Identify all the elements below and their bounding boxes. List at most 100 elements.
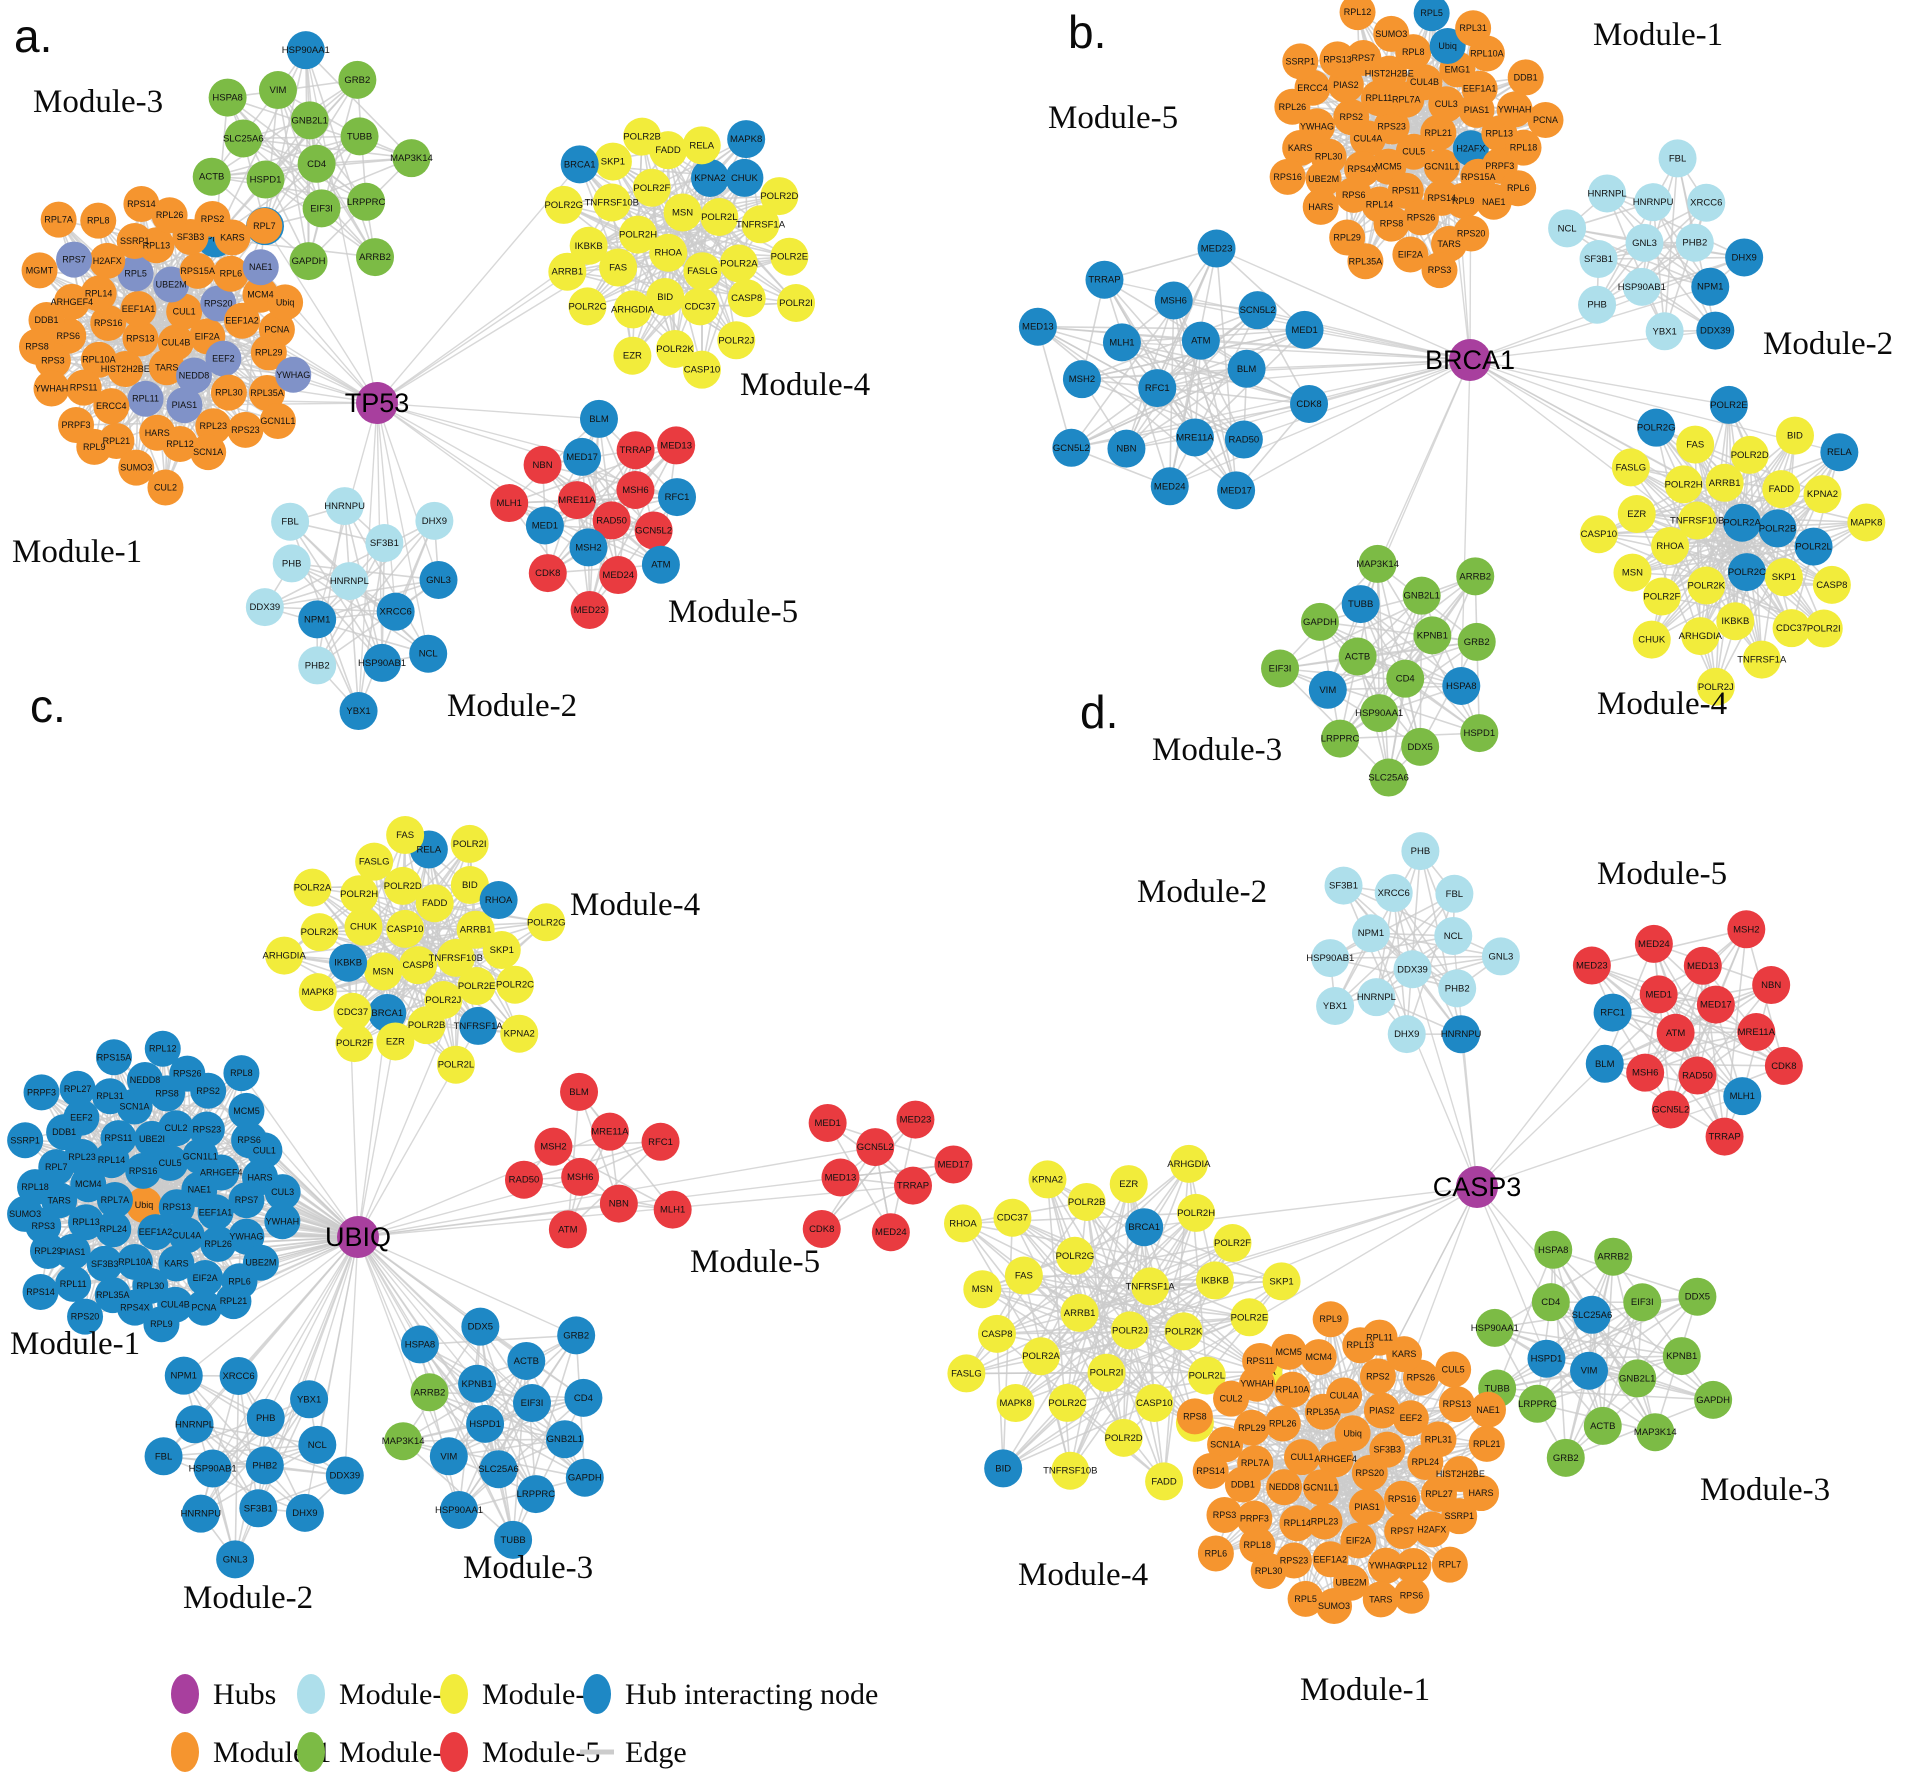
node-ACTB[interactable] <box>192 157 231 196</box>
node-EIF2A[interactable] <box>1340 1522 1377 1559</box>
node-GNB2L1[interactable] <box>290 101 329 140</box>
node-SKP1[interactable] <box>1262 1262 1301 1301</box>
node-POLR2F[interactable] <box>632 168 671 207</box>
node-NCL[interactable] <box>409 634 448 673</box>
node-DHX9[interactable] <box>415 501 454 540</box>
node-GNB2L1[interactable] <box>1618 1359 1657 1398</box>
node-HNRNPL[interactable] <box>1357 978 1396 1017</box>
node-FAS[interactable] <box>1004 1256 1043 1295</box>
node-MED13[interactable] <box>657 426 696 465</box>
node-RPL6[interactable] <box>1197 1535 1234 1572</box>
node-RPL30[interactable] <box>1250 1553 1287 1590</box>
node-MED1[interactable] <box>1285 310 1324 349</box>
node-XRCC6[interactable] <box>219 1356 258 1395</box>
node-POLR2F[interactable] <box>1213 1224 1252 1263</box>
node-RPL9[interactable] <box>1312 1301 1349 1338</box>
node-POLR2G[interactable] <box>1637 408 1676 447</box>
node-VIM[interactable] <box>429 1437 468 1476</box>
node-SCN1A[interactable] <box>190 434 227 471</box>
node-PCNA[interactable] <box>258 311 295 348</box>
node-BRCA1[interactable] <box>560 145 599 184</box>
node-RHOA[interactable] <box>649 233 688 272</box>
node-MCM5[interactable] <box>228 1092 265 1129</box>
node-RPL21[interactable] <box>1420 114 1457 151</box>
node-RPL6[interactable] <box>1500 170 1537 207</box>
node-HNRNPU[interactable] <box>325 487 364 526</box>
node-TUBB[interactable] <box>340 117 379 156</box>
node-CUL3[interactable] <box>1428 86 1465 123</box>
node-POLR2I[interactable] <box>777 284 816 323</box>
node-HNRNPU[interactable] <box>1634 183 1673 222</box>
node-TRRAP[interactable] <box>616 431 655 470</box>
node-FBL[interactable] <box>1435 874 1474 913</box>
node-RPS15A[interactable] <box>95 1039 132 1076</box>
node-DDX39[interactable] <box>325 1456 364 1495</box>
node-POLR2B[interactable] <box>623 117 662 156</box>
node-GRB2[interactable] <box>1457 622 1496 661</box>
node-GNL3[interactable] <box>419 560 458 599</box>
node-H2AFX[interactable] <box>89 242 126 279</box>
node-RPL11[interactable] <box>127 380 164 417</box>
node-SSRP1[interactable] <box>7 1122 44 1159</box>
node-RPL12[interactable] <box>162 426 199 463</box>
node-CUL1[interactable] <box>246 1132 283 1169</box>
node-MRE11A[interactable] <box>557 481 596 520</box>
node-RELA[interactable] <box>1820 433 1859 472</box>
node-NCL[interactable] <box>1434 916 1473 955</box>
node-MAP3K14[interactable] <box>1358 544 1397 583</box>
node-CUL2[interactable] <box>158 1110 195 1147</box>
node-RPL26[interactable] <box>1264 1405 1301 1442</box>
node-RPS2[interactable] <box>1359 1358 1396 1395</box>
node-RPL35A[interactable] <box>249 375 286 412</box>
node-HNRNPL[interactable] <box>330 562 369 601</box>
node-FASLG[interactable] <box>947 1354 986 1393</box>
node-SF3B1[interactable] <box>239 1489 278 1528</box>
node-BLM[interactable] <box>1585 1044 1624 1083</box>
node-LRPPRC[interactable] <box>516 1475 555 1514</box>
node-RPS26[interactable] <box>1402 199 1439 236</box>
node-TNFRSF10B[interactable] <box>1051 1451 1090 1490</box>
node-TUBB[interactable] <box>1341 585 1380 624</box>
node-NPM1[interactable] <box>164 1356 203 1395</box>
node-RPS16[interactable] <box>90 304 127 341</box>
node-RPL7A[interactable] <box>96 1182 133 1219</box>
node-YWHAG[interactable] <box>275 356 312 393</box>
node-RPS14[interactable] <box>123 185 160 222</box>
node-RPL9[interactable] <box>1445 182 1482 219</box>
node-GNB2L1[interactable] <box>545 1420 584 1459</box>
node-CUL5[interactable] <box>1435 1351 1472 1388</box>
node-ARHGDIA[interactable] <box>1169 1144 1208 1183</box>
node-GNL3[interactable] <box>1481 937 1520 976</box>
node-POLR2C[interactable] <box>1727 553 1766 592</box>
node-TNFRSF10B[interactable] <box>592 183 631 222</box>
node-NBN[interactable] <box>599 1184 638 1223</box>
node-RPS2[interactable] <box>194 200 231 237</box>
node-SUMO3[interactable] <box>1316 1587 1353 1624</box>
node-RPL12[interactable] <box>1395 1547 1432 1584</box>
node-CUL4A[interactable] <box>168 1217 205 1254</box>
node-BID[interactable] <box>646 277 685 316</box>
node-IKBKB[interactable] <box>569 226 608 265</box>
node-MED23[interactable] <box>896 1100 935 1139</box>
node-GCN5L2[interactable] <box>1651 1090 1690 1129</box>
node-ARRB2[interactable] <box>1594 1237 1633 1276</box>
node-POLR2H[interactable] <box>619 215 658 254</box>
node-GRB2[interactable] <box>557 1316 596 1355</box>
node-MCM4[interactable] <box>1300 1339 1337 1376</box>
node-RPL23[interactable] <box>1306 1503 1343 1540</box>
node-RPL9[interactable] <box>76 428 113 465</box>
node-RPS11[interactable] <box>100 1120 137 1157</box>
node-POLR2G[interactable] <box>527 903 566 942</box>
node-MSN[interactable] <box>963 1270 1002 1309</box>
node-POLR2K[interactable] <box>300 913 339 952</box>
node-MAPK8[interactable] <box>1847 503 1886 542</box>
node-RPL14[interactable] <box>1279 1505 1316 1542</box>
node-PIAS1[interactable] <box>1349 1488 1386 1525</box>
node-GCN5L2[interactable] <box>1052 428 1091 467</box>
node-DDX5[interactable] <box>1401 727 1440 766</box>
node-RPL12[interactable] <box>144 1030 181 1067</box>
node-POLR2I[interactable] <box>1087 1353 1126 1392</box>
node-RPL7[interactable] <box>246 207 283 244</box>
node-CASP8[interactable] <box>399 946 438 985</box>
hub-node-BRCA1[interactable] <box>1449 339 1491 381</box>
